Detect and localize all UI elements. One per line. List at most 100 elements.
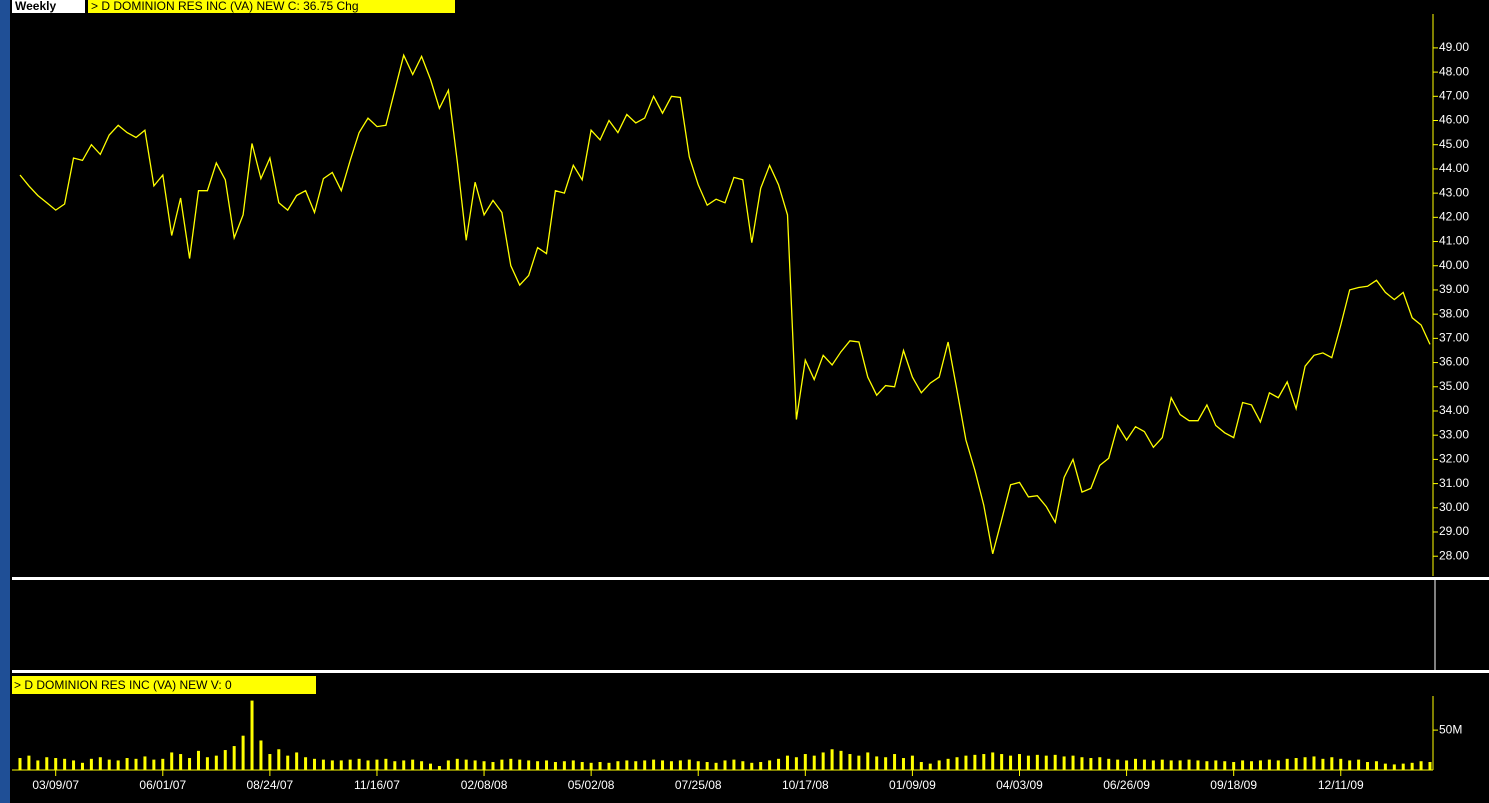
volume-bar bbox=[705, 762, 709, 770]
volume-bar bbox=[777, 758, 781, 770]
period-tab[interactable] bbox=[12, 0, 85, 13]
volume-bar bbox=[1000, 754, 1004, 770]
volume-bar bbox=[45, 757, 49, 770]
volume-bar bbox=[1107, 758, 1111, 770]
volume-bar bbox=[464, 759, 468, 770]
volume-bar bbox=[223, 750, 227, 770]
volume-bar bbox=[1142, 759, 1146, 770]
volume-bar bbox=[304, 757, 308, 770]
volume-bar bbox=[1062, 756, 1066, 770]
volume-bar bbox=[1071, 755, 1075, 770]
volume-bar bbox=[696, 761, 700, 770]
volume-bar bbox=[643, 760, 647, 770]
volume-bar bbox=[1098, 757, 1102, 770]
volume-bar bbox=[1232, 762, 1236, 770]
volume-bar bbox=[991, 752, 995, 770]
y-tick-label: 35.00 bbox=[1439, 379, 1469, 393]
volume-bar bbox=[232, 746, 236, 770]
volume-bar bbox=[1196, 760, 1200, 770]
volume-bar bbox=[732, 759, 736, 770]
volume-bar bbox=[339, 760, 343, 770]
volume-bar bbox=[18, 758, 22, 770]
volume-bar bbox=[893, 754, 897, 770]
volume-bar bbox=[669, 761, 673, 770]
date-label: 11/16/07 bbox=[354, 778, 400, 792]
date-label: 10/17/08 bbox=[782, 778, 829, 792]
volume-bar bbox=[848, 754, 852, 770]
y-tick-label: 40.00 bbox=[1439, 258, 1469, 272]
volume-bar bbox=[375, 759, 379, 770]
volume-bar bbox=[1160, 759, 1164, 770]
volume-bar bbox=[1285, 758, 1289, 770]
volume-bar bbox=[1026, 755, 1030, 770]
volume-bar bbox=[723, 760, 727, 770]
volume-bar bbox=[63, 758, 67, 770]
volume-bar bbox=[330, 760, 334, 770]
volume-bar bbox=[919, 762, 923, 770]
y-tick-label: 42.00 bbox=[1439, 210, 1469, 224]
volume-bar bbox=[1125, 760, 1129, 770]
volume-bar bbox=[875, 756, 879, 770]
volume-bar bbox=[1321, 758, 1325, 770]
volume-bar bbox=[1214, 760, 1218, 770]
volume-bar bbox=[1116, 759, 1120, 770]
volume-bar bbox=[634, 761, 638, 770]
volume-bar bbox=[36, 760, 40, 770]
volume-bar bbox=[794, 757, 798, 770]
y-tick-label: 34.00 bbox=[1439, 403, 1469, 417]
date-label: 03/09/07 bbox=[32, 778, 79, 792]
date-label: 07/25/08 bbox=[675, 778, 722, 792]
volume-bar bbox=[937, 760, 941, 770]
volume-bar bbox=[857, 755, 861, 770]
volume-bar bbox=[125, 758, 129, 770]
volume-bar bbox=[821, 752, 825, 770]
y-tick-label: 30.00 bbox=[1439, 500, 1469, 514]
volume-bar bbox=[1392, 764, 1396, 770]
volume-bar bbox=[420, 761, 424, 770]
volume-bar bbox=[89, 758, 93, 770]
y-tick-label: 32.00 bbox=[1439, 452, 1469, 466]
volume-bar bbox=[714, 762, 718, 770]
volume-bar bbox=[982, 754, 986, 770]
volume-bar bbox=[1044, 755, 1048, 770]
volume-bar bbox=[964, 755, 968, 770]
volume-bar bbox=[1169, 760, 1173, 770]
date-label: 05/02/08 bbox=[568, 778, 615, 792]
date-label: 02/08/08 bbox=[461, 778, 508, 792]
volume-bar bbox=[1276, 760, 1280, 770]
volume-bar bbox=[1303, 757, 1307, 770]
volume-bar bbox=[384, 758, 388, 770]
volume-bar bbox=[1009, 755, 1013, 770]
volume-bar bbox=[491, 762, 495, 770]
date-label: 01/09/09 bbox=[889, 778, 936, 792]
volume-bar bbox=[562, 761, 566, 770]
y-tick-label: 43.00 bbox=[1439, 185, 1469, 199]
volume-bar bbox=[750, 762, 754, 770]
volume-bar bbox=[1080, 757, 1084, 770]
volume-bar bbox=[286, 755, 290, 770]
y-tick-label: 46.00 bbox=[1439, 113, 1469, 127]
volume-bar bbox=[607, 762, 611, 770]
date-label: 06/01/07 bbox=[139, 778, 186, 792]
volume-bar bbox=[259, 740, 263, 770]
volume-bar bbox=[518, 759, 522, 770]
date-label: 12/11/09 bbox=[1318, 778, 1364, 792]
volume-bar bbox=[54, 758, 58, 770]
volume-bar bbox=[955, 757, 959, 770]
volume-bar bbox=[1428, 762, 1432, 770]
volume-bar bbox=[616, 761, 620, 770]
volume-bar bbox=[768, 760, 772, 770]
volume-bar bbox=[98, 757, 102, 770]
volume-bar bbox=[527, 760, 531, 770]
volume-bar bbox=[80, 762, 84, 770]
y-tick-label: 33.00 bbox=[1439, 427, 1469, 441]
volume-bar bbox=[661, 760, 665, 770]
volume-bar bbox=[1267, 759, 1271, 770]
y-tick-label: 29.00 bbox=[1439, 524, 1469, 538]
y-tick-label: 49.00 bbox=[1439, 40, 1469, 54]
volume-bar bbox=[500, 759, 504, 770]
period-label: Weekly bbox=[15, 0, 56, 13]
price-header bbox=[88, 0, 455, 13]
